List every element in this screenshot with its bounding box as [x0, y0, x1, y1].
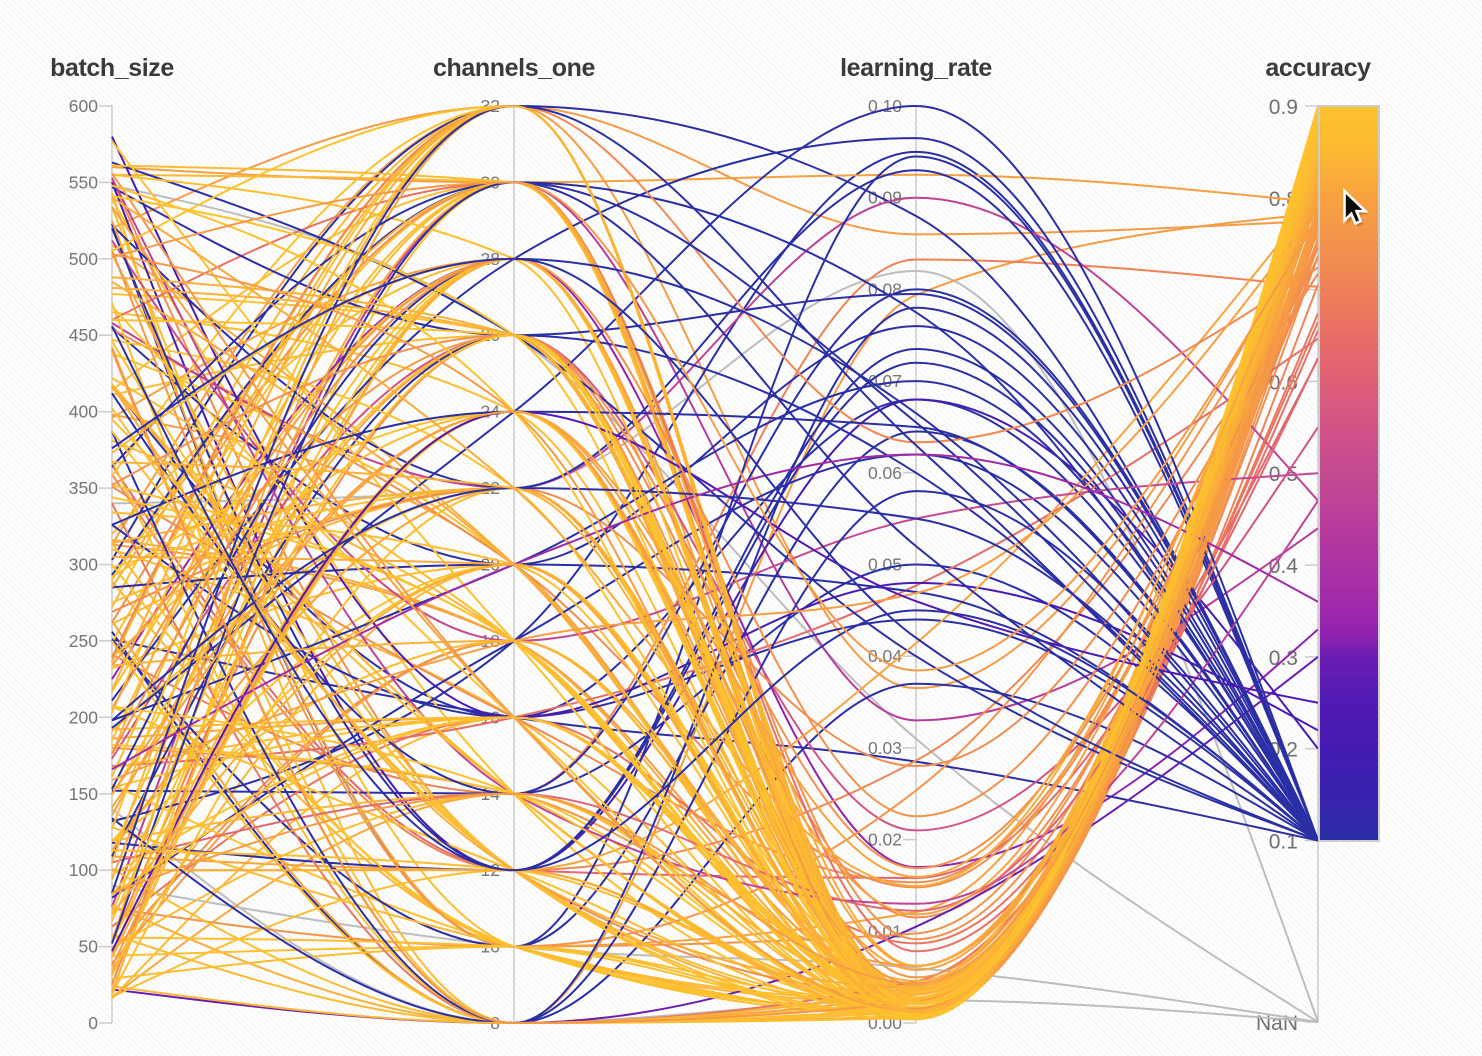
svg-text:0.05: 0.05 [868, 555, 902, 575]
svg-text:500: 500 [69, 249, 98, 269]
svg-text:channels_one: channels_one [433, 54, 595, 82]
svg-text:accuracy: accuracy [1265, 54, 1371, 82]
svg-text:0.08: 0.08 [868, 279, 902, 299]
svg-text:0: 0 [88, 1013, 98, 1033]
svg-text:0.4: 0.4 [1269, 555, 1299, 578]
svg-text:0.02: 0.02 [868, 830, 902, 850]
svg-text:400: 400 [69, 402, 98, 422]
svg-text:600: 600 [69, 96, 98, 116]
svg-text:0.04: 0.04 [868, 646, 902, 666]
svg-text:250: 250 [69, 631, 98, 651]
svg-text:50: 50 [79, 937, 99, 957]
svg-text:0.09: 0.09 [868, 188, 902, 208]
svg-text:0.9: 0.9 [1269, 96, 1298, 119]
svg-text:300: 300 [69, 555, 98, 575]
svg-text:450: 450 [69, 325, 98, 345]
svg-text:150: 150 [69, 784, 98, 804]
svg-text:350: 350 [69, 478, 98, 498]
svg-text:100: 100 [69, 860, 98, 880]
svg-text:0.1: 0.1 [1269, 831, 1298, 854]
svg-text:0.06: 0.06 [868, 463, 902, 483]
svg-text:batch_size: batch_size [50, 54, 174, 82]
svg-text:550: 550 [69, 172, 98, 192]
svg-text:0.03: 0.03 [868, 738, 902, 758]
svg-text:200: 200 [69, 707, 98, 727]
svg-text:learning_rate: learning_rate [840, 54, 992, 82]
